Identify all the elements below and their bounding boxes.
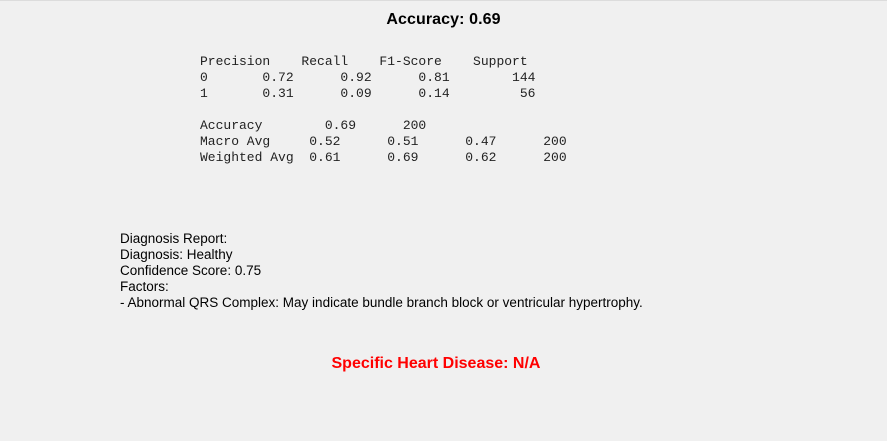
classification-report: Precision Recall F1-Score Support 0 0.72… xyxy=(200,54,567,166)
diagnosis-result: Diagnosis: Healthy xyxy=(120,247,233,262)
specific-heart-disease: Specific Heart Disease: N/A xyxy=(331,355,541,372)
factor-item: - Abnormal QRS Complex: May indicate bun… xyxy=(120,295,643,310)
report-row-weighted-avg: Weighted Avg 0.61 0.69 0.62 200 xyxy=(200,150,567,165)
accuracy-title: Accuracy: 0.69 xyxy=(386,11,501,28)
report-row-class-1: 1 0.31 0.09 0.14 56 xyxy=(200,86,536,101)
window-top-border xyxy=(0,0,887,1)
factors-heading: Factors: xyxy=(120,279,169,294)
report-row-macro-avg: Macro Avg 0.52 0.51 0.47 200 xyxy=(200,134,567,149)
confidence-score: Confidence Score: 0.75 xyxy=(120,263,262,278)
report-row-accuracy: Accuracy 0.69 200 xyxy=(200,118,427,133)
report-header-line: Precision Recall F1-Score Support xyxy=(200,54,528,69)
report-row-class-0: 0 0.72 0.92 0.81 144 xyxy=(200,70,536,85)
diagnosis-report: Diagnosis Report: Diagnosis: Healthy Con… xyxy=(120,231,643,311)
diagnosis-report-heading: Diagnosis Report: xyxy=(120,231,228,246)
